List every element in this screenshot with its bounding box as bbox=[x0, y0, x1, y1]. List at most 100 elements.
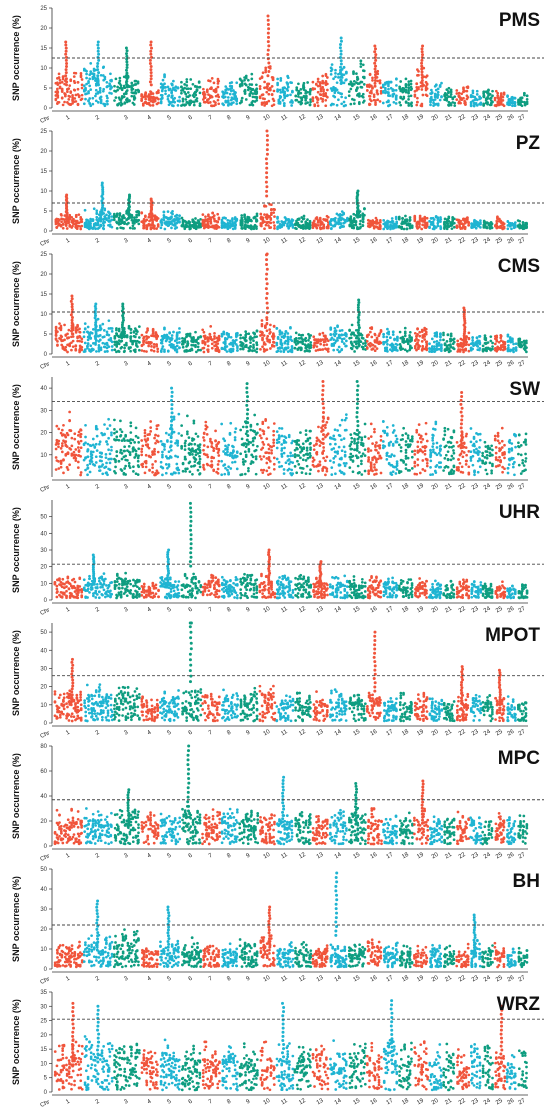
snp-point bbox=[335, 332, 338, 335]
snp-point bbox=[269, 331, 272, 334]
snp-point bbox=[334, 75, 337, 78]
snp-point bbox=[217, 99, 220, 102]
chromosome-label-4: 4 bbox=[146, 360, 152, 367]
chromosome-label-10: 10 bbox=[263, 237, 272, 246]
snp-point bbox=[111, 340, 114, 343]
snp-point bbox=[81, 97, 84, 100]
chromosome-label-17: 17 bbox=[386, 360, 395, 369]
chromosome-label-23: 23 bbox=[471, 114, 480, 123]
snp-point bbox=[439, 85, 442, 88]
peak-point bbox=[421, 79, 424, 82]
snp-point bbox=[235, 102, 238, 105]
peak-point bbox=[150, 65, 153, 68]
snp-point bbox=[410, 94, 413, 97]
snp-point bbox=[62, 104, 65, 107]
snp-point bbox=[301, 340, 304, 343]
snp-point bbox=[479, 335, 482, 338]
snp-point bbox=[126, 89, 129, 92]
snp-point bbox=[113, 213, 116, 216]
y-axis-title: SNP occurrence (%) bbox=[11, 15, 21, 101]
snp-point bbox=[447, 217, 450, 220]
snp-point bbox=[194, 344, 197, 347]
snp-point bbox=[436, 335, 439, 338]
snp-point bbox=[499, 348, 502, 351]
snp-point bbox=[115, 96, 118, 99]
snp-point bbox=[150, 345, 153, 348]
snp-point bbox=[321, 75, 324, 78]
snp-point bbox=[298, 217, 301, 220]
chromosome-label-26: 26 bbox=[507, 237, 516, 246]
chromosome-label-5: 5 bbox=[167, 114, 173, 121]
snp-point bbox=[352, 72, 355, 75]
snp-point bbox=[319, 85, 322, 88]
snp-point bbox=[525, 342, 528, 345]
snp-point bbox=[236, 349, 239, 352]
snp-point bbox=[130, 328, 133, 331]
snp-point bbox=[279, 96, 282, 99]
snp-point bbox=[406, 350, 409, 353]
snp-point bbox=[207, 345, 210, 348]
snp-point bbox=[119, 77, 122, 80]
chromosome-27-points bbox=[517, 219, 528, 230]
snp-point bbox=[234, 91, 237, 94]
snp-point bbox=[211, 347, 214, 350]
chromosome-label-14: 14 bbox=[334, 237, 343, 246]
snp-point bbox=[73, 81, 76, 84]
peak-chr-15 bbox=[357, 299, 361, 337]
snp-point bbox=[160, 221, 163, 224]
snp-point bbox=[137, 219, 140, 222]
peak-point bbox=[340, 63, 343, 66]
snp-point bbox=[327, 350, 330, 353]
snp-point bbox=[319, 81, 322, 84]
snp-point bbox=[137, 213, 140, 216]
snp-point bbox=[135, 333, 138, 336]
snp-point bbox=[103, 221, 106, 224]
peak-point bbox=[340, 37, 343, 40]
snp-point bbox=[399, 80, 402, 83]
snp-point bbox=[135, 92, 138, 95]
snp-point bbox=[326, 83, 329, 86]
snp-point bbox=[336, 104, 339, 107]
snp-point bbox=[176, 348, 179, 351]
snp-point bbox=[189, 227, 192, 230]
chromosome-label-25: 25 bbox=[495, 360, 504, 369]
snp-point bbox=[157, 224, 160, 227]
peak-point bbox=[125, 52, 128, 55]
chromosome-22-points bbox=[456, 216, 470, 230]
snp-point bbox=[395, 222, 398, 225]
snp-point bbox=[317, 221, 320, 224]
snp-point bbox=[359, 65, 362, 68]
snp-point bbox=[362, 217, 365, 220]
snp-point bbox=[80, 338, 83, 341]
snp-point bbox=[196, 89, 199, 92]
snp-point bbox=[115, 329, 118, 332]
snp-point bbox=[425, 331, 428, 334]
snp-point bbox=[395, 225, 398, 228]
chromosome-11-points bbox=[275, 326, 293, 353]
y-tick-label: 5 bbox=[44, 209, 48, 215]
snp-point bbox=[487, 341, 490, 344]
snp-point bbox=[338, 334, 341, 337]
snp-point bbox=[182, 346, 185, 349]
snp-point bbox=[62, 223, 65, 226]
snp-point bbox=[269, 88, 272, 91]
chromosome-label-10: 10 bbox=[263, 360, 272, 369]
snp-point bbox=[388, 94, 391, 97]
snp-point bbox=[491, 345, 494, 348]
snp-point bbox=[92, 218, 95, 221]
snp-point bbox=[74, 349, 77, 352]
snp-point bbox=[143, 339, 146, 342]
snp-point bbox=[279, 350, 282, 353]
snp-point bbox=[187, 87, 190, 90]
snp-point bbox=[147, 345, 150, 348]
snp-point bbox=[111, 226, 114, 229]
snp-point bbox=[263, 98, 266, 101]
snp-point bbox=[417, 88, 420, 91]
snp-point bbox=[76, 227, 79, 230]
peak-point bbox=[358, 326, 361, 329]
peak-point bbox=[97, 53, 100, 56]
peak-point bbox=[65, 65, 68, 68]
snp-point bbox=[393, 339, 396, 342]
snp-point bbox=[75, 214, 78, 217]
